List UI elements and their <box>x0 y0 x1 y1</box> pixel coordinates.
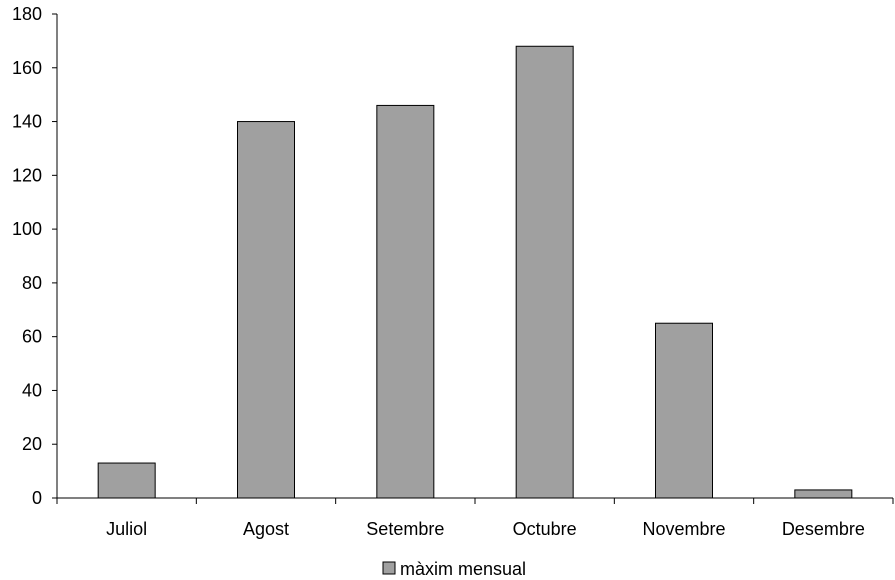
y-tick-label: 120 <box>12 165 42 185</box>
bar-juliol <box>97 462 156 499</box>
y-tick-label: 160 <box>12 58 42 78</box>
x-tick-label: Novembre <box>642 519 725 539</box>
bar-octubre <box>515 45 574 499</box>
x-tick-label: Juliol <box>106 519 147 539</box>
y-tick-label: 100 <box>12 219 42 239</box>
legend: màxim mensual <box>382 559 526 579</box>
y-tick-label: 40 <box>22 380 42 400</box>
x-tick-label: Agost <box>243 519 289 539</box>
bar-setembre <box>376 104 435 499</box>
bar-novembre <box>655 322 713 499</box>
y-tick-label: 140 <box>12 112 42 132</box>
bar-desembre <box>794 489 853 499</box>
legend-label: màxim mensual <box>400 559 526 579</box>
y-tick-label: 80 <box>22 273 42 293</box>
y-tick-label: 60 <box>22 327 42 347</box>
x-tick-label: Setembre <box>366 519 444 539</box>
bars <box>97 45 853 499</box>
bar-agost <box>237 121 295 499</box>
y-tick-label: 20 <box>22 434 42 454</box>
x-axis-ticks: Juliol Agost Setembre Octubre Novembre Desemb… <box>56 498 894 539</box>
x-tick-label: Desembre <box>782 519 865 539</box>
y-tick-label: 180 <box>12 4 42 24</box>
x-tick-label: Octubre <box>513 519 577 539</box>
y-tick-label: 0 <box>32 488 42 508</box>
legend-swatch <box>382 561 396 575</box>
y-axis-ticks: 0 20 40 60 80 100 120 140 160 180 <box>12 4 57 508</box>
